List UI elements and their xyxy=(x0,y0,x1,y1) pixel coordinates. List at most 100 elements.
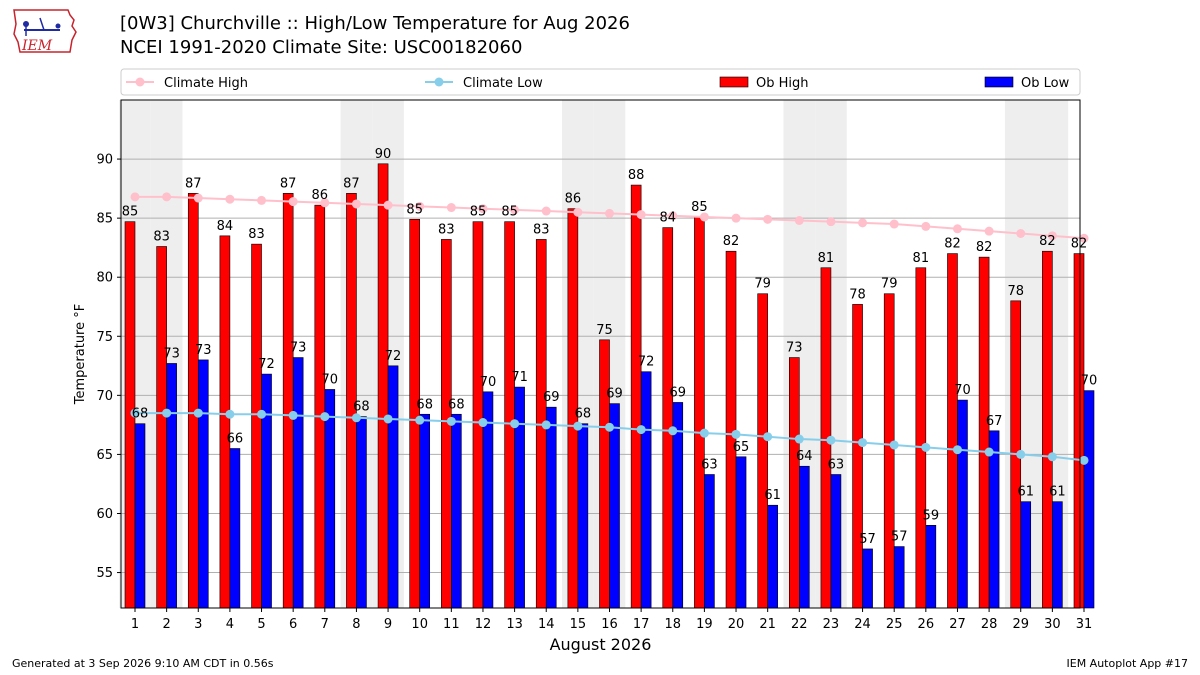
ob-high-label: 87 xyxy=(280,176,297,191)
y-tick-label: 60 xyxy=(96,507,113,522)
iowa-map-logo-icon: IEM xyxy=(13,9,77,54)
ob-low-label: 61 xyxy=(1049,485,1066,500)
x-tick-label: 20 xyxy=(728,617,745,632)
ob-high-bar xyxy=(251,243,262,609)
ob-low-bar xyxy=(988,430,1000,609)
app-credit: IEM Autoplot App #17 xyxy=(1066,657,1189,670)
ob-high-bar xyxy=(915,267,927,609)
ob-low-bar xyxy=(767,504,778,609)
x-tick-label: 17 xyxy=(633,617,650,632)
ob-low-label: 71 xyxy=(511,370,528,385)
ob-low-bar xyxy=(166,363,177,609)
x-tick-label: 24 xyxy=(854,617,871,632)
ob-low-bar xyxy=(1020,501,1032,609)
y-axis-label: Temperature °F xyxy=(73,304,88,405)
ob-high-bar xyxy=(852,304,863,609)
legend-climate-high-marker xyxy=(135,77,145,87)
ob-low-label: 65 xyxy=(733,440,750,455)
climate-low-point xyxy=(162,408,172,418)
climate-high-point xyxy=(225,194,235,204)
ob-low-bar xyxy=(957,399,968,609)
climate-low-point xyxy=(668,426,678,436)
x-tick-label: 7 xyxy=(321,617,329,632)
ob-high-label: 85 xyxy=(122,205,139,220)
x-tick-label: 22 xyxy=(791,617,808,632)
climate-low-point xyxy=(541,420,551,430)
climate-high-point xyxy=(130,192,140,202)
climate-high-point xyxy=(763,214,773,224)
climate-high-point xyxy=(889,219,899,229)
climate-high-point xyxy=(794,216,804,226)
x-tick-label: 8 xyxy=(352,617,360,632)
ob-high-bar xyxy=(156,246,167,609)
ob-high-label: 82 xyxy=(1071,237,1088,252)
ob-low-label: 68 xyxy=(353,400,370,415)
ob-high-label: 78 xyxy=(1007,284,1024,299)
ob-low-label: 73 xyxy=(195,343,212,358)
ob-high-label: 88 xyxy=(628,168,645,183)
legend-ob-high-label: Ob High xyxy=(756,76,809,91)
ob-low-bar xyxy=(862,548,873,609)
ob-high-label: 85 xyxy=(406,202,423,217)
x-tick-label: 18 xyxy=(664,617,681,632)
ob-high-label: 83 xyxy=(438,222,455,237)
ob-low-bar xyxy=(451,413,462,609)
climate-low-point xyxy=(952,445,962,455)
ob-low-bar xyxy=(387,365,399,609)
climate-low-point xyxy=(1016,449,1026,459)
ob-high-label: 85 xyxy=(691,200,708,215)
climate-low-point xyxy=(984,447,994,457)
climate-high-point xyxy=(1016,228,1026,238)
ob-high-label: 81 xyxy=(818,251,835,266)
ob-high-bar xyxy=(694,216,705,609)
ob-low-label: 70 xyxy=(322,372,339,387)
ob-high-bar xyxy=(219,235,231,609)
chart-subtitle: NCEI 1991-2020 Climate Site: USC00182060 xyxy=(120,37,523,58)
ob-low-label: 57 xyxy=(891,530,908,545)
climate-high-point xyxy=(984,226,994,236)
x-tick-label: 25 xyxy=(886,617,903,632)
legend-climate-low-label: Climate Low xyxy=(463,76,543,91)
legend-box xyxy=(120,68,1081,96)
climate-high-point xyxy=(351,199,361,209)
ob-high-label: 83 xyxy=(153,229,170,244)
ob-high-bar xyxy=(978,256,990,609)
ob-high-label: 85 xyxy=(470,205,487,220)
ob-high-label: 79 xyxy=(754,277,771,292)
x-tick-label: 2 xyxy=(162,617,170,632)
climate-high-point xyxy=(162,192,172,202)
ob-low-label: 69 xyxy=(669,385,686,400)
x-tick-label: 1 xyxy=(131,617,139,632)
climate-high-point xyxy=(668,211,678,221)
climate-low-point xyxy=(699,428,709,438)
x-tick-label: 15 xyxy=(570,617,587,632)
x-tick-label: 12 xyxy=(475,617,492,632)
climate-low-point xyxy=(605,422,614,432)
climate-low-point xyxy=(1047,452,1057,462)
ob-high-bar xyxy=(187,193,199,609)
ob-low-label: 57 xyxy=(859,532,876,547)
ob-low-bar xyxy=(577,423,589,609)
climate-low-point xyxy=(858,438,868,448)
x-tick-label: 29 xyxy=(1012,617,1029,632)
x-tick-label: 31 xyxy=(1076,617,1093,632)
ob-high-label: 87 xyxy=(343,176,360,191)
x-tick-label: 10 xyxy=(411,617,428,632)
climate-high-point xyxy=(1047,231,1057,241)
x-tick-label: 23 xyxy=(823,617,840,632)
logo-text: IEM xyxy=(21,38,53,54)
ob-low-label: 72 xyxy=(258,357,275,372)
climate-high-point xyxy=(952,224,962,234)
y-tick-label: 55 xyxy=(96,566,113,581)
ob-low-label: 67 xyxy=(986,414,1003,429)
ob-high-label: 84 xyxy=(217,219,234,234)
ob-low-bar xyxy=(1052,501,1063,609)
x-tick-label: 16 xyxy=(601,617,618,632)
ob-high-bar xyxy=(472,221,484,609)
ob-low-label: 61 xyxy=(1017,485,1034,500)
climate-low-point xyxy=(130,408,140,418)
climate-low-point xyxy=(573,421,583,431)
ob-high-label: 79 xyxy=(881,277,898,292)
climate-high-point xyxy=(320,198,330,208)
ob-high-bar xyxy=(757,293,768,609)
